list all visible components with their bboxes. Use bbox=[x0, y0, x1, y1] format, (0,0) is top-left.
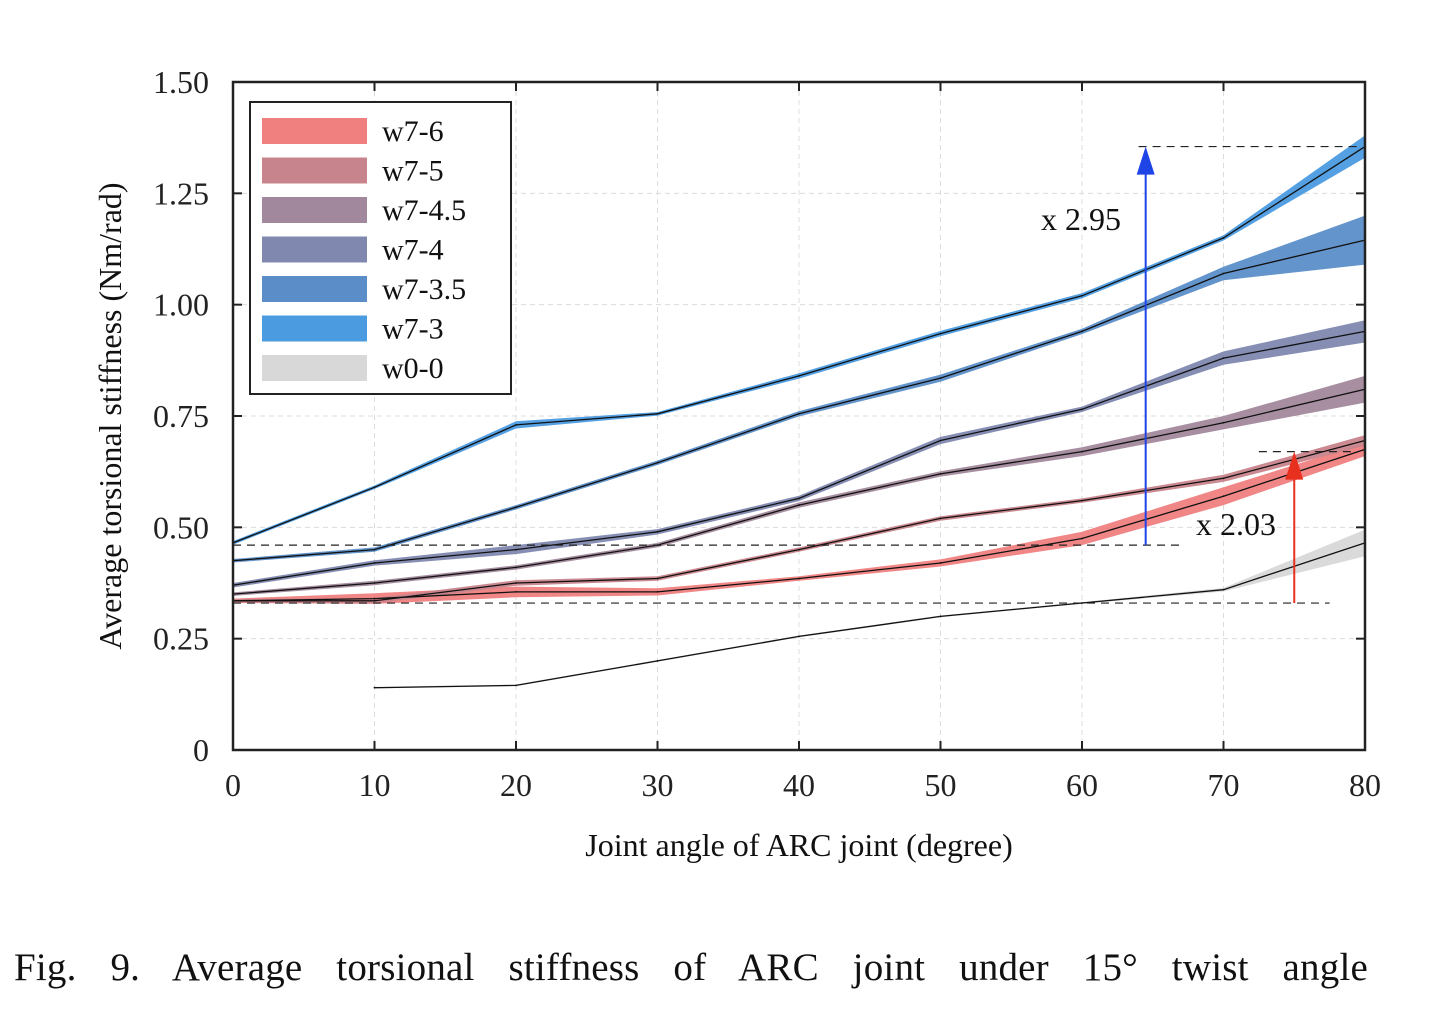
point-w7-3.5 bbox=[656, 461, 659, 464]
y-tick-label: 0.25 bbox=[153, 621, 209, 657]
y-tick-label: 0.75 bbox=[153, 398, 209, 434]
y-tick-label: 0.50 bbox=[153, 509, 209, 545]
legend-swatch-w7-4 bbox=[262, 236, 367, 263]
point-w7-3 bbox=[939, 332, 942, 335]
point-w7-4 bbox=[1081, 408, 1083, 411]
point-w7-4 bbox=[939, 439, 942, 442]
point-w7-3.5 bbox=[1222, 272, 1225, 275]
point-w7-3 bbox=[656, 412, 659, 415]
point-w7-6 bbox=[373, 597, 376, 600]
x-tick-label: 70 bbox=[1208, 767, 1240, 803]
point-w7-4 bbox=[373, 562, 376, 564]
y-tick-label: 1.25 bbox=[153, 175, 209, 211]
x-tick-label: 10 bbox=[359, 767, 391, 803]
point-w0-0 bbox=[1222, 588, 1225, 591]
x-tick-label: 50 bbox=[925, 767, 957, 803]
stiffness-chart: x 2.95x 2.03 0 10 20 30 40 50 60 70 8000.250.500… bbox=[92, 64, 1381, 863]
x-tick-label: 0 bbox=[225, 767, 241, 803]
point-w7-6 bbox=[939, 562, 942, 564]
point-w7-5 bbox=[656, 577, 659, 580]
point-w7-3.5 bbox=[1081, 330, 1083, 333]
point-w7-5 bbox=[373, 599, 376, 602]
point-w0-0 bbox=[373, 686, 376, 689]
legend-label-w7-4.5: w7-4.5 bbox=[382, 194, 466, 227]
point-w7-5 bbox=[1081, 499, 1083, 502]
ratio-arrows: x 2.95 x 2.03 bbox=[1041, 146, 1304, 604]
band-w7-4 bbox=[233, 320, 1365, 588]
point-w7-6 bbox=[798, 577, 800, 580]
point-w7-3.5 bbox=[939, 377, 942, 380]
point-w7-3 bbox=[515, 424, 517, 426]
point-w7-6 bbox=[1222, 495, 1225, 498]
y-tick-label: 1.50 bbox=[153, 64, 209, 100]
series-lines bbox=[232, 145, 1366, 689]
ratio-arrow-w7-3-label: x 2.95 bbox=[1041, 201, 1121, 237]
legend: w7-6 w7-5 w7-4.5 w7-4 w7-3.5 w7-3 w0-0 bbox=[249, 101, 512, 395]
point-w0-0 bbox=[1081, 602, 1083, 604]
reference-lines bbox=[233, 145, 1358, 604]
point-w7-4.5 bbox=[798, 504, 800, 506]
point-w7-3.5 bbox=[798, 412, 800, 415]
legend-label-w7-5: w7-5 bbox=[382, 155, 444, 188]
ratio-arrow-w7-3-head bbox=[1136, 146, 1155, 175]
point-w7-3.5 bbox=[515, 506, 517, 509]
point-w0-0 bbox=[798, 635, 800, 638]
point-w7-4.5 bbox=[373, 582, 376, 584]
legend-swatch-w7-5 bbox=[262, 157, 367, 184]
point-w7-4.5 bbox=[1222, 421, 1225, 424]
point-w7-4.5 bbox=[515, 566, 517, 569]
legend-label-w7-4: w7-4 bbox=[382, 234, 444, 267]
legend-swatch-w7-3.5 bbox=[262, 276, 367, 302]
legend-label-w0-0: w0-0 bbox=[382, 352, 444, 385]
y-tick-label: 1.00 bbox=[153, 287, 209, 323]
legend-swatch-w0-0 bbox=[262, 355, 367, 381]
point-w7-3.5 bbox=[373, 548, 376, 551]
ratio-arrow-w7-6-head bbox=[1285, 451, 1304, 480]
legend-label-w7-3.5: w7-3.5 bbox=[382, 273, 466, 306]
point-w7-4 bbox=[1222, 357, 1225, 360]
point-w7-4.5 bbox=[939, 472, 942, 475]
band-w7-6 bbox=[233, 442, 1365, 604]
point-w7-4.5 bbox=[1081, 450, 1083, 453]
y-axis-label: Average torsional stiffness (Nm/rad) bbox=[92, 182, 128, 649]
point-w7-3 bbox=[1222, 236, 1225, 239]
x-tick-label: 40 bbox=[783, 767, 815, 803]
point-w7-5 bbox=[1222, 477, 1225, 480]
legend-swatch-w7-4.5 bbox=[262, 197, 367, 223]
point-w7-4 bbox=[656, 530, 659, 533]
y-tick-label: 0 bbox=[193, 732, 209, 768]
legend-swatch-w7-6 bbox=[262, 118, 367, 144]
band-w0-0 bbox=[374, 529, 1365, 689]
figure-caption: Fig. 9. Average torsional stiffness of A… bbox=[14, 946, 1368, 989]
x-tick-label: 30 bbox=[642, 767, 674, 803]
x-tick-label: 20 bbox=[500, 767, 532, 803]
point-w7-3 bbox=[373, 486, 376, 489]
legend-label-w7-6: w7-6 bbox=[382, 115, 444, 148]
point-w7-5 bbox=[515, 582, 517, 584]
x-tick-label: 60 bbox=[1066, 767, 1098, 803]
legend-swatch-w7-3 bbox=[262, 315, 367, 342]
point-w7-6 bbox=[515, 591, 517, 593]
point-w7-3 bbox=[1081, 294, 1083, 297]
point-w0-0 bbox=[656, 660, 659, 662]
x-axis-label: Joint angle of ARC joint (degree) bbox=[585, 827, 1012, 863]
series-bands bbox=[233, 135, 1365, 689]
legend-label-w7-3: w7-3 bbox=[382, 313, 444, 346]
point-w7-5 bbox=[798, 548, 800, 551]
point-w7-6 bbox=[1081, 537, 1083, 540]
axis-ticks: 0 10 20 30 40 50 60 70 80 0 0.25 0.50 0.75 1.00 1.25 1.… bbox=[153, 64, 1381, 803]
point-w7-6 bbox=[656, 591, 659, 593]
point-w7-4 bbox=[798, 497, 800, 500]
point-w7-5 bbox=[939, 517, 942, 520]
line-w0-0 bbox=[374, 542, 1366, 689]
ratio-arrow-w7-6-label: x 2.03 bbox=[1196, 506, 1276, 542]
x-tick-label: 80 bbox=[1349, 767, 1381, 803]
point-w0-0 bbox=[515, 684, 517, 687]
point-w0-0 bbox=[939, 615, 942, 618]
point-w7-3 bbox=[798, 375, 800, 377]
point-w7-4 bbox=[515, 548, 517, 551]
